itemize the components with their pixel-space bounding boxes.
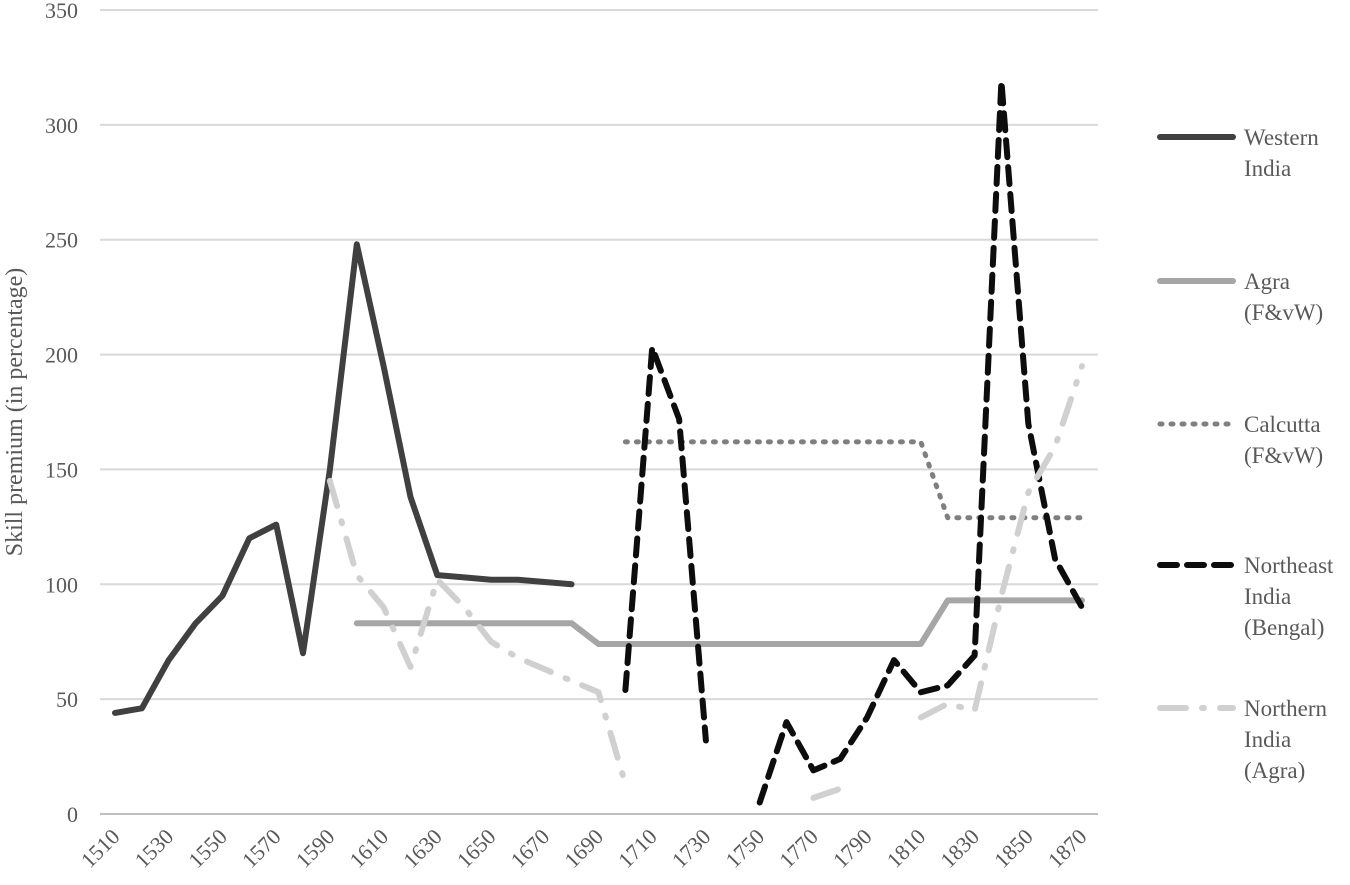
legend-label: (Bengal) [1244,615,1324,640]
legend-label: India [1244,727,1291,752]
legend: Western India Agra (F&vW) Calcutta (F&vW) Nort… [1157,125,1334,783]
x-tick-label: 1650 [452,824,501,873]
y-tick-label: 0 [67,802,78,827]
x-tick-label: 1790 [828,824,877,873]
x-tick-label: 1870 [1043,824,1092,873]
y-tick-label: 200 [45,343,78,368]
y-axis-ticks: 0 50 100 150 200 250 300 350 [45,0,78,827]
series-line [353,597,1085,647]
legend-label: (F&vW) [1244,443,1323,468]
series-line [326,477,629,788]
legend-label: India [1244,584,1291,609]
x-tick-label: 1810 [882,824,931,873]
legend-label: Western [1244,125,1319,150]
series-line [622,344,709,744]
x-tick-label: 1570 [237,824,286,873]
legend-label: Agra [1244,269,1290,294]
legend-label: India [1244,156,1291,181]
x-tick-label: 1510 [76,824,125,873]
y-tick-label: 150 [45,457,78,482]
x-tick-label: 1550 [183,824,232,873]
series-line [810,785,844,801]
x-tick-label: 1750 [720,824,769,873]
series-line [756,78,1085,806]
x-tick-label: 1610 [344,824,393,873]
legend-label: Northern [1244,696,1328,721]
y-tick-label: 300 [45,113,78,138]
x-tick-label: 1630 [398,824,447,873]
x-tick-label: 1830 [935,824,984,873]
x-tick-label: 1730 [667,824,716,873]
x-tick-label: 1670 [506,824,555,873]
y-axis-label: Skill premium (in percentage) [2,268,28,557]
grid-lines [100,9,1098,815]
y-tick-label: 250 [45,228,78,253]
x-tick-label: 1770 [774,824,823,873]
y-tick-label: 350 [45,0,78,23]
series-line [112,241,575,716]
legend-label: Calcutta [1244,412,1321,437]
legend-label: (Agra) [1244,758,1305,783]
series-lines [112,78,1085,806]
x-tick-label: 1710 [613,824,662,873]
series-line [917,363,1085,721]
x-tick-label: 1530 [129,824,178,873]
x-axis-ticks: 1510 1530 1550 1570 1590 1610 1630 1650 1670 1690… [76,824,1092,873]
x-tick-label: 1690 [559,824,608,873]
x-tick-label: 1850 [989,824,1038,873]
y-tick-label: 50 [56,687,78,712]
legend-label: Northeast [1244,553,1334,578]
legend-label: (F&vW) [1244,300,1323,325]
series-line [622,439,1085,521]
y-tick-label: 100 [45,572,78,597]
x-tick-label: 1590 [291,824,340,873]
